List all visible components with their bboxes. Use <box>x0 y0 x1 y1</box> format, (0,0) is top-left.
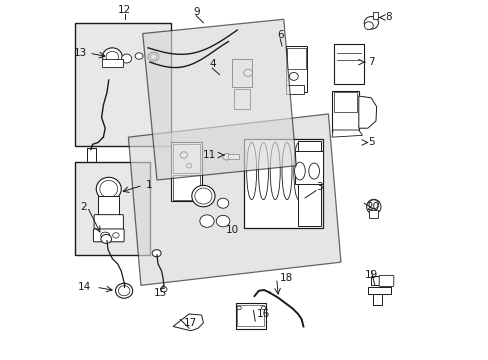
Bar <box>367 287 390 294</box>
Text: 19: 19 <box>364 270 377 280</box>
Ellipse shape <box>150 54 156 59</box>
Bar <box>233 89 249 109</box>
Ellipse shape <box>100 180 118 198</box>
Text: 9: 9 <box>193 7 199 17</box>
Ellipse shape <box>368 200 378 209</box>
Ellipse shape <box>101 232 109 239</box>
Bar <box>244 139 323 228</box>
Ellipse shape <box>180 152 187 158</box>
Bar <box>235 303 265 329</box>
Bar <box>294 152 323 184</box>
Bar <box>237 305 264 327</box>
Bar <box>286 48 305 69</box>
Ellipse shape <box>148 52 159 61</box>
Text: 1: 1 <box>146 180 153 190</box>
Ellipse shape <box>366 199 380 214</box>
Polygon shape <box>142 19 296 180</box>
Ellipse shape <box>118 286 130 296</box>
Polygon shape <box>128 114 340 285</box>
Bar <box>75 162 149 255</box>
Text: 3: 3 <box>316 182 322 192</box>
Bar <box>171 143 201 202</box>
Ellipse shape <box>364 17 378 29</box>
Ellipse shape <box>261 306 265 310</box>
Ellipse shape <box>194 188 212 204</box>
Ellipse shape <box>289 72 298 80</box>
Bar <box>285 46 306 93</box>
Ellipse shape <box>294 162 305 180</box>
Bar <box>285 85 304 94</box>
Bar <box>372 294 381 305</box>
FancyBboxPatch shape <box>94 215 123 231</box>
Text: 18: 18 <box>280 273 293 283</box>
Bar <box>298 141 321 226</box>
Text: 20: 20 <box>365 202 378 212</box>
Ellipse shape <box>246 143 256 200</box>
Ellipse shape <box>270 143 280 200</box>
Ellipse shape <box>102 48 122 66</box>
Polygon shape <box>173 314 203 331</box>
Text: 5: 5 <box>367 138 374 148</box>
Bar <box>331 91 358 132</box>
Ellipse shape <box>237 306 241 310</box>
Bar <box>370 276 378 285</box>
Ellipse shape <box>160 287 166 292</box>
Ellipse shape <box>96 177 121 201</box>
Bar <box>333 44 364 84</box>
Bar <box>98 196 119 217</box>
Ellipse shape <box>186 163 191 168</box>
Text: 7: 7 <box>367 57 374 67</box>
Bar <box>75 23 171 146</box>
Polygon shape <box>358 96 376 128</box>
Text: 17: 17 <box>183 318 197 328</box>
Bar <box>173 144 200 173</box>
Ellipse shape <box>101 234 111 243</box>
Text: 2: 2 <box>80 202 87 212</box>
Ellipse shape <box>258 143 268 200</box>
Text: 6: 6 <box>276 30 283 40</box>
Bar <box>368 210 377 217</box>
Text: 11: 11 <box>202 150 216 160</box>
Bar <box>372 12 378 19</box>
Ellipse shape <box>200 215 214 227</box>
Ellipse shape <box>115 283 132 298</box>
Text: 4: 4 <box>208 59 215 69</box>
Bar <box>228 154 239 159</box>
Bar <box>173 175 200 200</box>
Text: 8: 8 <box>385 13 391 22</box>
Bar <box>333 93 356 112</box>
Ellipse shape <box>135 53 143 59</box>
Ellipse shape <box>308 163 319 179</box>
Ellipse shape <box>243 69 252 76</box>
FancyBboxPatch shape <box>93 229 124 242</box>
Ellipse shape <box>282 143 291 200</box>
Ellipse shape <box>112 233 119 238</box>
Ellipse shape <box>364 22 372 30</box>
Text: 16: 16 <box>257 309 270 319</box>
Text: 13: 13 <box>73 48 86 58</box>
Text: 14: 14 <box>78 282 91 292</box>
Ellipse shape <box>191 185 215 207</box>
Bar <box>231 59 251 87</box>
Ellipse shape <box>293 143 303 200</box>
Ellipse shape <box>106 51 118 62</box>
Ellipse shape <box>217 198 228 208</box>
FancyBboxPatch shape <box>378 275 393 287</box>
Text: 15: 15 <box>154 288 167 297</box>
Ellipse shape <box>216 215 229 227</box>
Ellipse shape <box>222 154 230 160</box>
Text: 10: 10 <box>225 225 238 235</box>
Polygon shape <box>331 130 362 137</box>
Text: 12: 12 <box>118 5 131 15</box>
Ellipse shape <box>152 249 161 257</box>
Bar <box>102 59 123 67</box>
Ellipse shape <box>122 54 131 63</box>
Bar <box>87 148 96 167</box>
